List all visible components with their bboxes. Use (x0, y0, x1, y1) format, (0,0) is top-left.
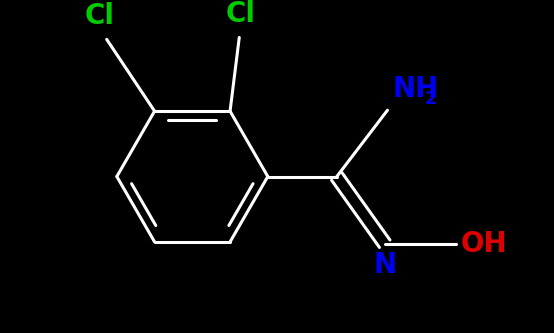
Text: 2: 2 (424, 90, 437, 109)
Text: Cl: Cl (84, 2, 114, 30)
Text: NH: NH (392, 75, 438, 103)
Text: Cl: Cl (226, 0, 256, 28)
Text: OH: OH (461, 230, 507, 258)
Text: N: N (373, 251, 396, 279)
